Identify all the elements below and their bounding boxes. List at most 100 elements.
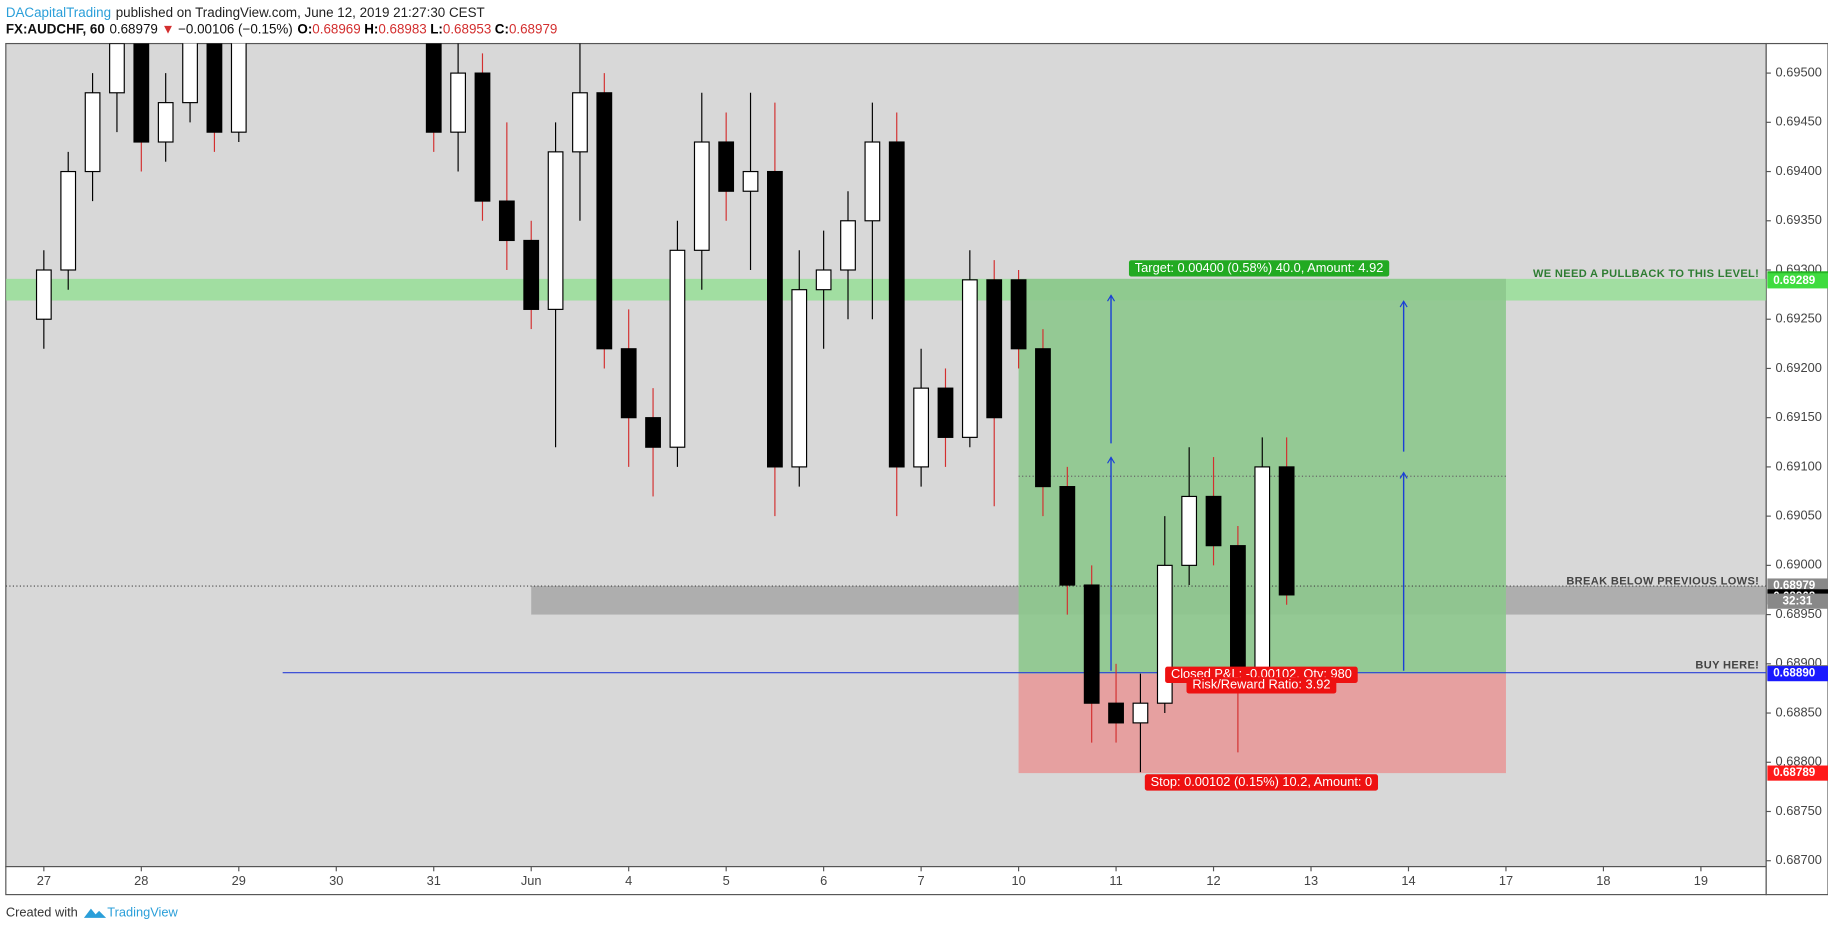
x-tick-label: 28: [134, 873, 148, 888]
y-tick-label: 0.69400: [1776, 163, 1822, 178]
zone-label: BREAK BELOW PREVIOUS LOWS!: [1566, 575, 1759, 587]
y-tick-label: 0.69150: [1776, 409, 1822, 424]
o-value: 0.68969: [312, 21, 360, 36]
y-tick-label: 0.69450: [1776, 114, 1822, 129]
candle-body: [230, 43, 247, 133]
rr-label-bg: [1186, 677, 1337, 694]
candle-body: [1132, 702, 1149, 724]
stop-label: Stop: 0.00102 (0.15%) 10.2, Amount: 0: [1144, 774, 1379, 791]
header-line2: FX:AUDCHF, 60 0.68979 ▼ −0.00106 (−0.15%) O:…: [6, 21, 558, 36]
target-label-bg: [1128, 260, 1390, 277]
x-tick-label: 19: [1694, 873, 1708, 888]
candle-body: [693, 141, 710, 251]
candle-body: [60, 170, 77, 271]
candle-body: [109, 43, 125, 94]
h-label: H:: [364, 21, 378, 36]
arrow-head: [1107, 294, 1116, 302]
x-tick-label: 4: [625, 873, 632, 888]
price-badge-label: 0.69289: [1773, 274, 1816, 287]
change: −0.00106 (−0.15%): [178, 21, 293, 36]
y-tick-label: 0.68850: [1776, 704, 1822, 719]
y-tick-label: 0.68950: [1776, 606, 1822, 621]
candle-body: [523, 239, 540, 310]
candle-body: [474, 72, 491, 202]
y-tick-label: 0.69200: [1776, 360, 1822, 375]
candle-body: [498, 200, 515, 242]
x-tick-label: 13: [1304, 873, 1318, 888]
candle-body: [1278, 466, 1295, 596]
candle-body: [450, 72, 467, 133]
target-label-text: Target: 0.00400 (0.58%) 40.0, Amount: 4.…: [1135, 260, 1384, 275]
y-tick-label: 0.69250: [1776, 311, 1822, 326]
candle-body: [937, 387, 954, 438]
arrow-head: [1107, 456, 1116, 464]
x-tick-label: 30: [329, 873, 343, 888]
target-label: Target: 0.00400 (0.58%) 40.0, Amount: 4.…: [1128, 260, 1390, 277]
candle-body: [742, 170, 759, 192]
candle-body: [1035, 348, 1051, 488]
symbol: FX:AUDCHF, 60: [6, 21, 105, 36]
candle-body: [791, 289, 808, 468]
candle-body: [815, 269, 832, 291]
x-tick-label: 18: [1596, 873, 1610, 888]
price-axis: [1765, 42, 1828, 896]
candle-body: [645, 417, 661, 448]
x-tick-label: 11: [1109, 873, 1122, 888]
candle-body: [547, 151, 564, 310]
y-tick-label: 0.68700: [1776, 852, 1822, 867]
price-badge-label: 0.68890: [1773, 667, 1815, 680]
price-badge: [1767, 765, 1828, 781]
candle-body: [1230, 545, 1246, 685]
zone-label: WE NEED A PULLBACK TO THIS LEVEL!: [1533, 268, 1759, 280]
arrow-head: [1399, 471, 1408, 479]
countdown: 32:31: [1783, 594, 1813, 607]
c-value: 0.68979: [509, 21, 557, 36]
published: published on TradingView.com, June 12, 2…: [116, 5, 485, 20]
last: 0.68979: [109, 21, 157, 36]
candle-body: [133, 43, 150, 143]
candle-body: [1181, 495, 1198, 566]
hline-label: BUY HERE!: [1695, 660, 1759, 672]
candle-body: [425, 43, 442, 133]
header-line1: DACapitalTrading published on TradingView…: [6, 5, 485, 20]
x-tick-label: 14: [1401, 873, 1415, 888]
y-tick-label: 0.69500: [1776, 64, 1822, 79]
author[interactable]: DACapitalTrading: [6, 5, 111, 20]
candle-body: [961, 279, 978, 438]
candle-body: [840, 220, 856, 271]
candle-body: [182, 43, 198, 104]
x-tick-label: 10: [1011, 873, 1025, 888]
price-badge-label: 0.68979: [1773, 579, 1816, 592]
candle-body: [572, 92, 588, 153]
candle-body: [767, 170, 783, 468]
price-badge: [1767, 666, 1828, 682]
candle-body: [669, 249, 686, 448]
candle-body: [1059, 486, 1076, 586]
rr-label-text: Risk/Reward Ratio: 3.92: [1192, 677, 1330, 692]
y-tick-label: 0.69000: [1776, 557, 1822, 572]
y-tick-label: 0.69100: [1776, 458, 1822, 473]
l-value: 0.68953: [443, 21, 491, 36]
plot-layer: [5, 43, 1767, 774]
footer-brand[interactable]: TradingView: [107, 905, 178, 920]
y-tick-label: 0.68800: [1776, 754, 1822, 769]
rr-label: Risk/Reward Ratio: 3.92: [1186, 677, 1337, 694]
x-tick-label: 7: [918, 873, 925, 888]
stop-label-bg: [1144, 774, 1379, 791]
stop-label-text: Stop: 0.00102 (0.15%) 10.2, Amount: 0: [1151, 774, 1373, 789]
candle-body: [84, 92, 101, 173]
candle-body: [1083, 584, 1100, 704]
x-tick-label: Jun: [521, 873, 542, 888]
candle-body: [596, 92, 613, 350]
arrow-head: [1399, 300, 1408, 308]
x-tick-label: 5: [723, 873, 730, 888]
x-tick-label: 29: [232, 873, 246, 888]
y-tick-label: 0.69050: [1776, 508, 1822, 523]
x-tick-label: 12: [1206, 873, 1220, 888]
candle-body: [888, 141, 905, 468]
arrow: ▼: [161, 21, 174, 36]
o-label: O:: [297, 21, 312, 36]
h-value: 0.68983: [378, 21, 426, 36]
time-axis: [5, 866, 1767, 896]
